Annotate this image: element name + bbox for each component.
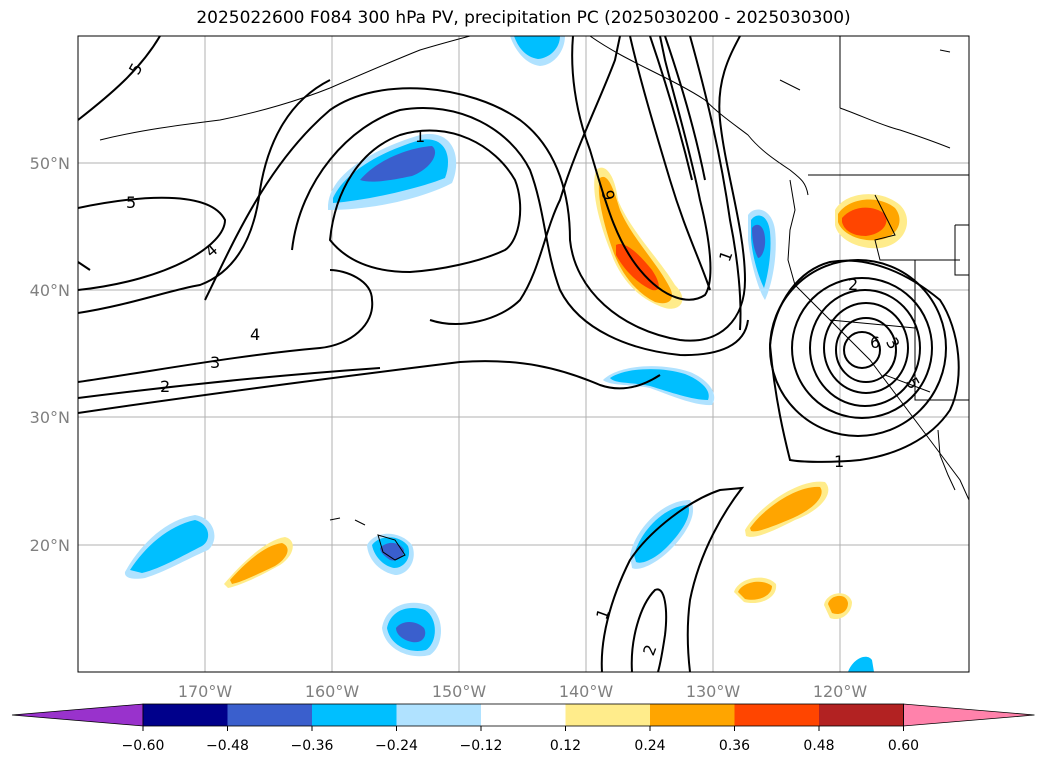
lon-tick-label: 160°W: [305, 682, 360, 701]
colorbar-segment: [396, 704, 482, 726]
colorbar-tick-label: −0.60: [122, 738, 165, 754]
contour-label: 2: [848, 275, 858, 294]
lon-axis: 170°W 160°W 150°W 140°W 130°W 120°W: [178, 682, 868, 701]
colorbar-segment: [312, 704, 397, 726]
lon-tick-label: 170°W: [178, 682, 233, 701]
colorbar-tick-label: −0.36: [291, 738, 334, 754]
lon-tick-label: 120°W: [813, 682, 868, 701]
contour-label: 3: [210, 353, 220, 372]
lat-tick-label: 20°N: [30, 536, 70, 555]
colorbar-tick-label: −0.48: [206, 738, 249, 754]
colorbar-segment: [734, 704, 820, 726]
precip-shading: [124, 36, 908, 672]
lat-tick-label: 30°N: [30, 408, 70, 427]
colorbar-segment: [143, 704, 228, 726]
colorbar-extend-max: [903, 703, 1035, 727]
colorbar-tick-label: −0.12: [460, 738, 503, 754]
contour-label: 1: [415, 127, 425, 146]
colorbar-tick-label: 0.12: [550, 738, 581, 754]
colorbar-segment: [819, 704, 904, 726]
lat-axis: 50°N 40°N 30°N 20°N: [30, 154, 70, 555]
lon-tick-label: 150°W: [432, 682, 487, 701]
map-border: [77, 35, 970, 673]
contour-label: 5: [126, 193, 136, 212]
lat-tick-label: 50°N: [30, 154, 70, 173]
contour-label: 1: [834, 452, 844, 471]
contour-label: 9: [598, 189, 618, 202]
colorbar-segment: [650, 704, 735, 726]
colorbar: −0.60 −0.48 −0.36 −0.24 −0.12 0.12 0.24 0.36 0.4…: [11, 703, 1035, 754]
contour-label: 6: [870, 333, 880, 352]
colorbar-tick-label: −0.24: [375, 738, 418, 754]
colorbar-border: [142, 703, 904, 727]
colorbar-tick-label: 0.24: [634, 738, 665, 754]
pv-contours: [78, 36, 960, 672]
contour-label: 2: [160, 377, 170, 396]
figure-title: 2025022600 F084 300 hPa PV, precipitatio…: [196, 8, 851, 28]
colorbar-segment: [227, 704, 313, 726]
contour-label: 4: [250, 325, 260, 344]
lat-tick-label: 40°N: [30, 281, 70, 300]
gridlines: [78, 36, 969, 672]
coastlines: [99, 36, 969, 561]
lon-tick-label: 130°W: [686, 682, 741, 701]
colorbar-tick-label: 0.36: [719, 738, 750, 754]
lon-tick-label: 140°W: [559, 682, 614, 701]
colorbar-tick-label: 0.60: [888, 738, 919, 754]
colorbar-tick-label: 0.48: [803, 738, 834, 754]
map-frame: [78, 36, 969, 672]
colorbar-segment: [565, 704, 651, 726]
colorbar-extend-min: [11, 703, 144, 727]
colorbar-segment: [481, 704, 566, 726]
